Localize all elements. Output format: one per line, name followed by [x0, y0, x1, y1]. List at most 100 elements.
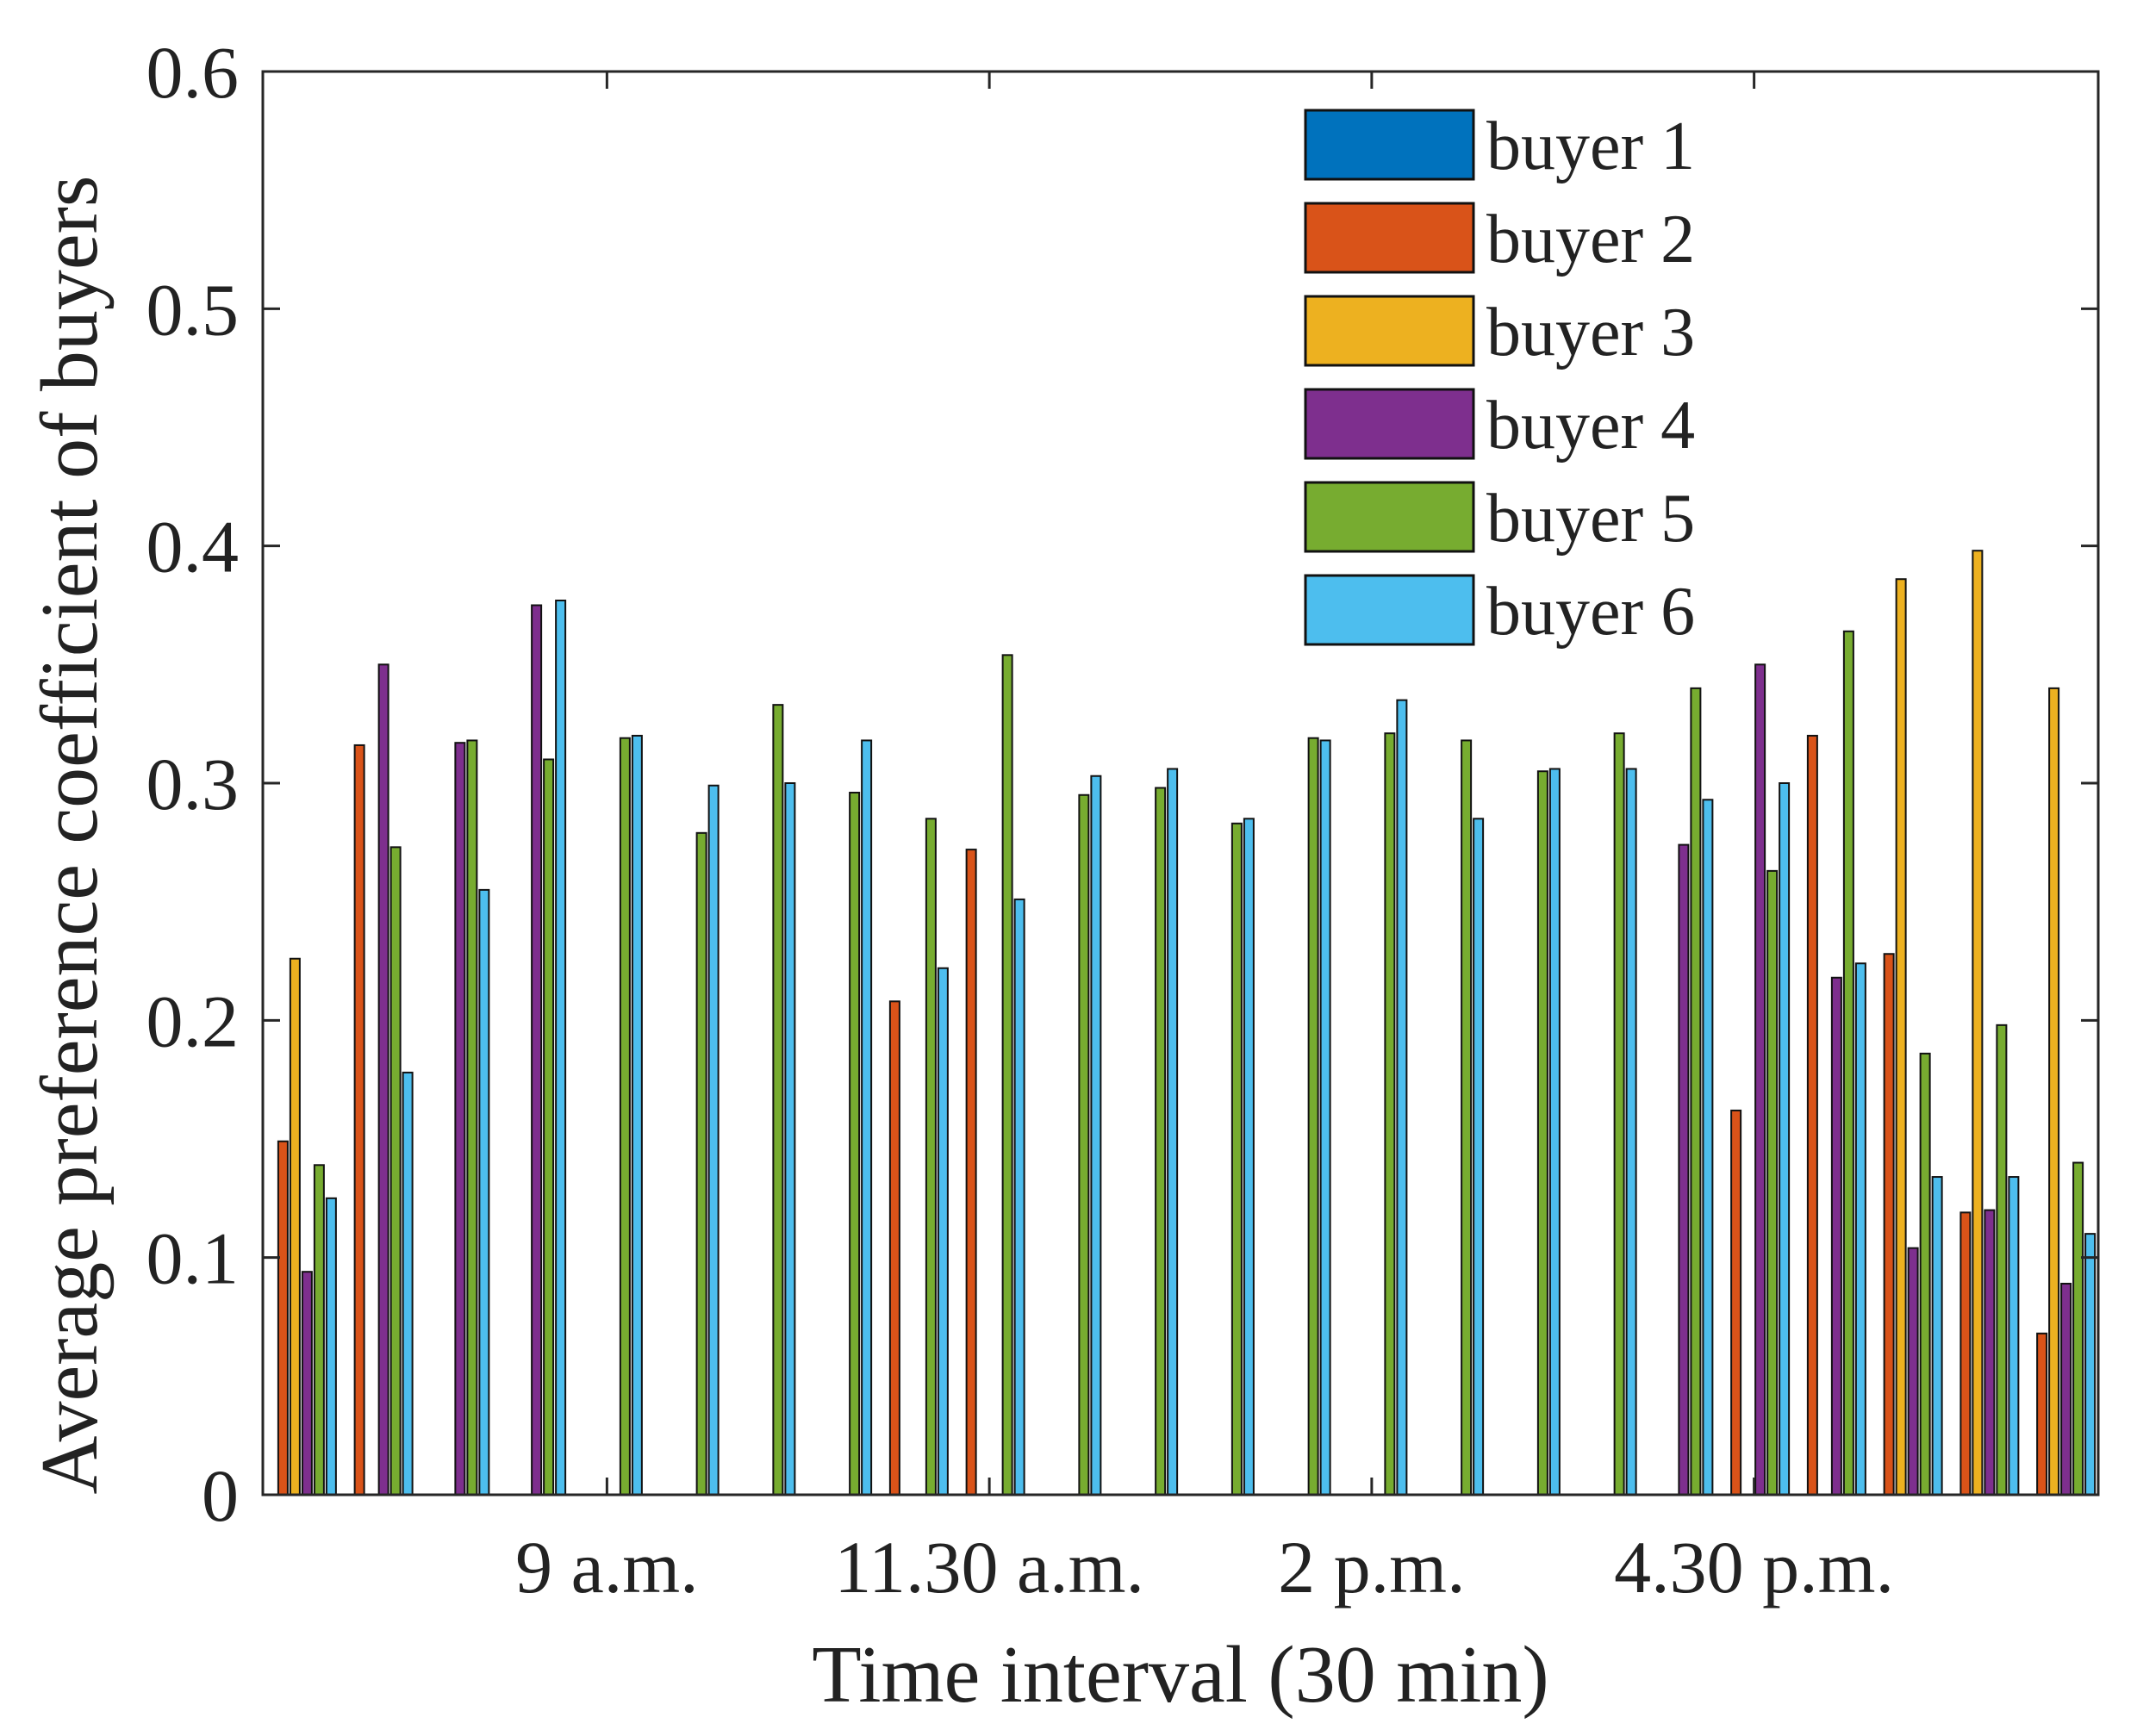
bar-buyer-4-interval-2: [377, 663, 389, 1496]
bar-buyer-5-interval-13: [1230, 822, 1243, 1496]
bar-buyer-6-interval-12: [1167, 768, 1179, 1496]
bar-buyer-4-interval-4: [531, 604, 543, 1496]
bar-buyer-3-interval-22: [1895, 578, 1907, 1496]
legend-swatch-buyer-1: [1304, 109, 1475, 181]
bars-layer: [277, 550, 2097, 1496]
bar-buyer-6-interval-5: [631, 734, 643, 1496]
bar-buyer-2-interval-21: [1806, 734, 1818, 1496]
bar-buyer-5-interval-9: [925, 818, 937, 1496]
bar-buyer-5-interval-19: [1690, 687, 1702, 1496]
bar-buyer-5-interval-15: [1384, 732, 1396, 1496]
bar-buyer-2-interval-1: [277, 1140, 289, 1496]
bar-buyer-6-interval-7: [784, 782, 796, 1496]
bar-buyer-5-interval-23: [1996, 1024, 2008, 1496]
y-tick-label: 0.3: [146, 743, 240, 825]
bar-buyer-2-interval-22: [1883, 953, 1895, 1496]
legend-swatch-buyer-4: [1304, 388, 1475, 460]
bar-buyer-5-interval-14: [1307, 737, 1319, 1496]
bar-buyer-6-interval-21: [1854, 962, 1866, 1496]
bar-buyer-6-interval-8: [861, 739, 873, 1496]
bar-buyer-6-interval-1: [325, 1197, 337, 1496]
legend-label-buyer-5: buyer 5: [1486, 481, 1695, 557]
bar-buyer-6-interval-19: [1702, 799, 1714, 1496]
bar-buyer-6-interval-14: [1319, 739, 1331, 1496]
y-tick-label: 0.1: [146, 1217, 240, 1300]
bar-buyer-5-interval-17: [1536, 770, 1548, 1496]
bar-buyer-6-interval-3: [478, 888, 490, 1496]
y-tick-label: 0.4: [146, 506, 240, 588]
bar-buyer-5-interval-1: [313, 1164, 325, 1496]
ticks-layer: 0 0.1 0.2 0.3 0.4 0.5 0.6 9 a.m. 11.30 a.m. 2 p.m…: [146, 31, 2098, 1608]
bar-buyer-4-interval-23: [1984, 1209, 1996, 1496]
bar-buyer-3-interval-24: [2048, 687, 2060, 1496]
bar-buyer-5-interval-11: [1078, 793, 1090, 1496]
bar-buyer-5-interval-20: [1766, 869, 1779, 1496]
legend-swatch-buyer-2: [1304, 202, 1475, 274]
bar-buyer-4-interval-3: [454, 742, 466, 1496]
bar-buyer-5-interval-24: [2072, 1161, 2084, 1496]
bar-buyer-5-interval-16: [1461, 739, 1473, 1496]
bar-buyer-5-interval-21: [1842, 630, 1854, 1496]
bar-buyer-6-interval-6: [707, 784, 720, 1496]
y-axis-title: Average preference coefficient of buyers: [25, 176, 115, 1495]
bar-buyer-6-interval-17: [1548, 768, 1561, 1496]
bar-buyer-6-interval-16: [1473, 818, 1485, 1496]
bar-buyer-5-interval-18: [1613, 732, 1625, 1496]
bar-buyer-4-interval-21: [1830, 976, 1842, 1496]
bar-buyer-4-interval-19: [1678, 843, 1690, 1496]
bar-buyer-6-interval-18: [1625, 768, 1637, 1496]
bar-buyer-5-interval-2: [389, 846, 402, 1496]
bar-buyer-6-interval-10: [1013, 898, 1025, 1496]
bar-buyer-5-interval-7: [772, 704, 784, 1496]
bar-buyer-4-interval-22: [1907, 1247, 1919, 1496]
bar-buyer-6-interval-2: [402, 1071, 414, 1496]
bar-buyer-2-interval-9: [888, 1000, 900, 1496]
bar-buyer-2-interval-20: [1730, 1109, 1742, 1496]
bar-buyer-6-interval-11: [1090, 775, 1102, 1496]
bar-buyer-6-interval-4: [555, 599, 567, 1496]
bar-buyer-3-interval-23: [1972, 550, 1984, 1496]
bar-buyer-6-interval-24: [2084, 1233, 2097, 1496]
legend-swatch-buyer-6: [1304, 574, 1475, 646]
x-tick-label: 11.30 a.m.: [834, 1526, 1144, 1608]
bar-buyer-5-interval-10: [1001, 654, 1013, 1496]
legend-label-buyer-4: buyer 4: [1486, 388, 1695, 464]
bar-buyer-5-interval-8: [849, 792, 861, 1496]
bar-buyer-6-interval-15: [1396, 699, 1408, 1496]
bar-buyer-6-interval-23: [2008, 1176, 2020, 1496]
bar-buyer-2-interval-24: [2036, 1332, 2048, 1496]
legend-swatch-buyer-3: [1304, 295, 1475, 367]
bar-buyer-6-interval-13: [1243, 818, 1255, 1496]
bar-buyer-5-interval-12: [1155, 787, 1167, 1496]
bar-buyer-6-interval-20: [1779, 782, 1791, 1496]
bar-buyer-5-interval-3: [466, 739, 478, 1496]
bar-buyer-4-interval-24: [2060, 1282, 2072, 1496]
x-axis-title: Time interval (30 min): [812, 1630, 1549, 1720]
bar-buyer-6-interval-22: [1931, 1176, 1943, 1496]
legend: buyer 1 buyer 2 buyer 3 buyer 4 buyer 5 buyer…: [1304, 109, 1695, 650]
legend-swatch-buyer-5: [1304, 481, 1475, 553]
bar-buyer-2-interval-2: [353, 744, 365, 1496]
x-tick-label: 2 p.m.: [1278, 1526, 1465, 1608]
bar-buyer-4-interval-20: [1754, 663, 1766, 1496]
y-tick-label: 0.5: [146, 268, 240, 351]
legend-label-buyer-1: buyer 1: [1486, 109, 1695, 184]
legend-label-buyer-6: buyer 6: [1486, 574, 1695, 650]
bar-buyer-5-interval-22: [1919, 1052, 1931, 1496]
bar-buyer-5-interval-6: [695, 831, 707, 1496]
y-tick-label: 0.2: [146, 980, 240, 1062]
bar-buyer-5-interval-5: [619, 737, 631, 1496]
legend-label-buyer-3: buyer 3: [1486, 295, 1695, 370]
legend-label-buyer-2: buyer 2: [1486, 202, 1695, 277]
bar-buyer-2-interval-10: [965, 849, 977, 1496]
x-tick-label: 4.30 p.m.: [1614, 1526, 1894, 1608]
bar-buyer-3-interval-1: [289, 957, 301, 1496]
bar-buyer-6-interval-9: [937, 967, 949, 1496]
y-tick-label: 0: [202, 1454, 239, 1537]
y-tick-label: 0.6: [146, 31, 240, 114]
x-tick-label: 9 a.m.: [515, 1526, 699, 1608]
bar-buyer-2-interval-23: [1959, 1211, 1972, 1496]
bar-buyer-5-interval-4: [543, 758, 555, 1496]
